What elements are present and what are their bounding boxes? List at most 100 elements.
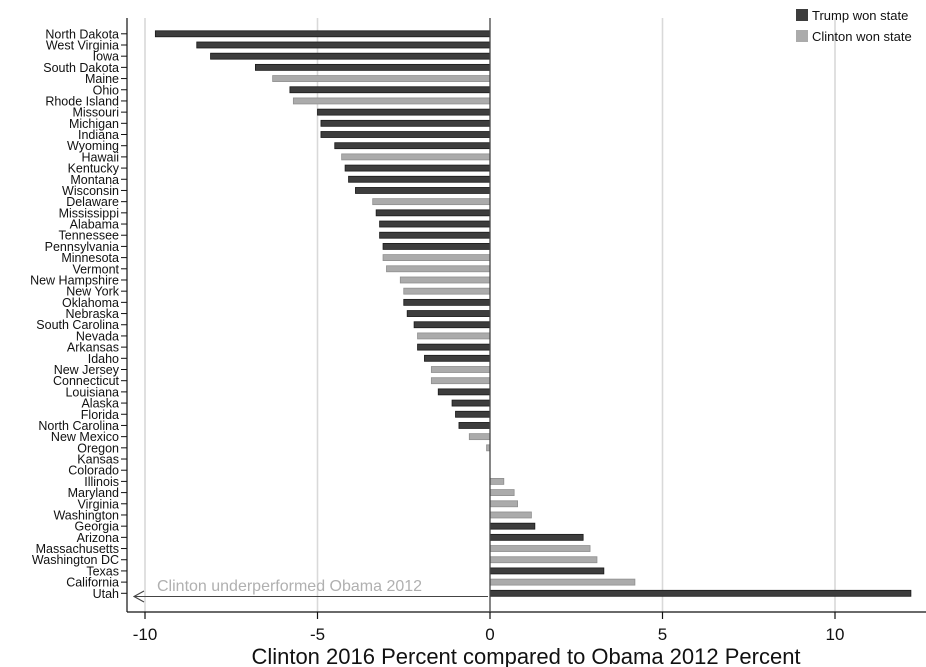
category-label: New Hampshire xyxy=(30,273,119,287)
category-label: Rhode Island xyxy=(45,94,119,108)
bar xyxy=(406,310,491,317)
category-label: Idaho xyxy=(88,352,119,366)
bar xyxy=(489,511,532,519)
category-label: Wisconsin xyxy=(62,184,119,198)
bar xyxy=(417,343,491,351)
bar xyxy=(413,321,491,329)
category-label: Maine xyxy=(85,72,119,86)
bar xyxy=(196,41,491,49)
bar xyxy=(348,175,491,183)
bar xyxy=(375,209,491,217)
bar xyxy=(451,399,491,407)
bar xyxy=(489,477,505,485)
bar xyxy=(424,354,491,362)
category-label: Indiana xyxy=(78,128,119,142)
category-label: Georgia xyxy=(75,520,120,534)
category-label: Hawaii xyxy=(81,150,119,164)
category-label: North Dakota xyxy=(45,27,119,41)
category-label: Delaware xyxy=(66,195,119,209)
category-label: Oregon xyxy=(77,441,119,455)
category-label: New York xyxy=(66,285,120,299)
category-label: Mississippi xyxy=(59,206,119,220)
bar xyxy=(455,410,491,418)
bar xyxy=(254,63,491,71)
category-label: California xyxy=(66,576,119,590)
category-label: Florida xyxy=(81,408,119,422)
category-label: Colorado xyxy=(68,464,119,478)
bar xyxy=(489,567,605,575)
category-label: South Carolina xyxy=(36,318,119,332)
annotation-layer: Clinton underperformed Obama 2012 xyxy=(132,578,488,603)
bar xyxy=(334,142,491,150)
bar xyxy=(386,265,491,273)
legend: Trump won state Clinton won state xyxy=(796,8,912,44)
bar xyxy=(292,97,491,105)
bar xyxy=(458,422,491,429)
bar xyxy=(382,243,491,250)
bar xyxy=(379,220,491,228)
category-label: Kentucky xyxy=(68,162,120,176)
x-tick-label: -10 xyxy=(133,625,158,644)
category-label: South Dakota xyxy=(43,61,119,75)
category-label: Nebraska xyxy=(66,307,120,321)
category-label: Nevada xyxy=(76,329,119,343)
legend-swatch-trump xyxy=(796,9,808,21)
grid-layer xyxy=(144,18,836,612)
bar xyxy=(489,578,636,586)
bar xyxy=(403,298,491,306)
category-label: Kansas xyxy=(77,453,119,467)
x-axis-title: Clinton 2016 Percent compared to Obama 2… xyxy=(251,644,800,667)
category-label: Montana xyxy=(70,173,119,187)
category-label: New Mexico xyxy=(51,430,119,444)
bar xyxy=(437,388,491,396)
bar xyxy=(403,287,491,295)
category-label: Maryland xyxy=(68,486,119,500)
x-tick-label: -5 xyxy=(310,625,325,644)
category-label: Arkansas xyxy=(67,341,119,355)
category-label: West Virginia xyxy=(46,38,119,52)
category-label: Washington xyxy=(53,508,119,522)
category-label: North Carolina xyxy=(38,419,119,433)
category-label: Vermont xyxy=(72,262,119,276)
category-label: Texas xyxy=(86,564,119,578)
bar xyxy=(417,332,491,340)
bar xyxy=(489,500,519,508)
bar xyxy=(489,556,598,564)
category-label: Massachusetts xyxy=(36,542,119,556)
bar xyxy=(489,489,515,496)
bar xyxy=(344,164,491,172)
category-label: Connecticut xyxy=(53,374,120,388)
bar xyxy=(210,52,491,60)
bar xyxy=(489,522,536,530)
category-label: Missouri xyxy=(72,106,119,120)
bar xyxy=(382,254,491,262)
x-tick-label: 5 xyxy=(658,625,667,644)
bar xyxy=(317,108,491,116)
category-label: Pennsylvania xyxy=(45,240,119,254)
category-label: Virginia xyxy=(78,497,120,511)
axis-layer: -10 -5 0 5 10 xyxy=(121,18,926,644)
bar xyxy=(489,589,912,597)
bar xyxy=(272,75,491,82)
bar-layer xyxy=(154,30,912,597)
bar xyxy=(430,366,491,373)
bar xyxy=(489,533,584,541)
category-label: Wyoming xyxy=(67,139,119,153)
bar xyxy=(341,153,491,161)
x-tick-label: 0 xyxy=(485,625,494,644)
bar xyxy=(468,433,491,441)
category-label: Utah xyxy=(93,587,119,601)
bar xyxy=(154,30,491,38)
category-label: Alaska xyxy=(81,397,119,411)
category-label: Illinois xyxy=(84,475,119,489)
bar xyxy=(320,131,491,138)
legend-swatch-clinton xyxy=(796,30,808,42)
annotation-text: Clinton underperformed Obama 2012 xyxy=(157,578,422,595)
bar xyxy=(430,377,491,385)
category-label: Oklahoma xyxy=(62,296,119,310)
legend-label-clinton: Clinton won state xyxy=(812,29,912,44)
category-label: Tennessee xyxy=(59,229,120,243)
category-label: Alabama xyxy=(70,218,119,232)
